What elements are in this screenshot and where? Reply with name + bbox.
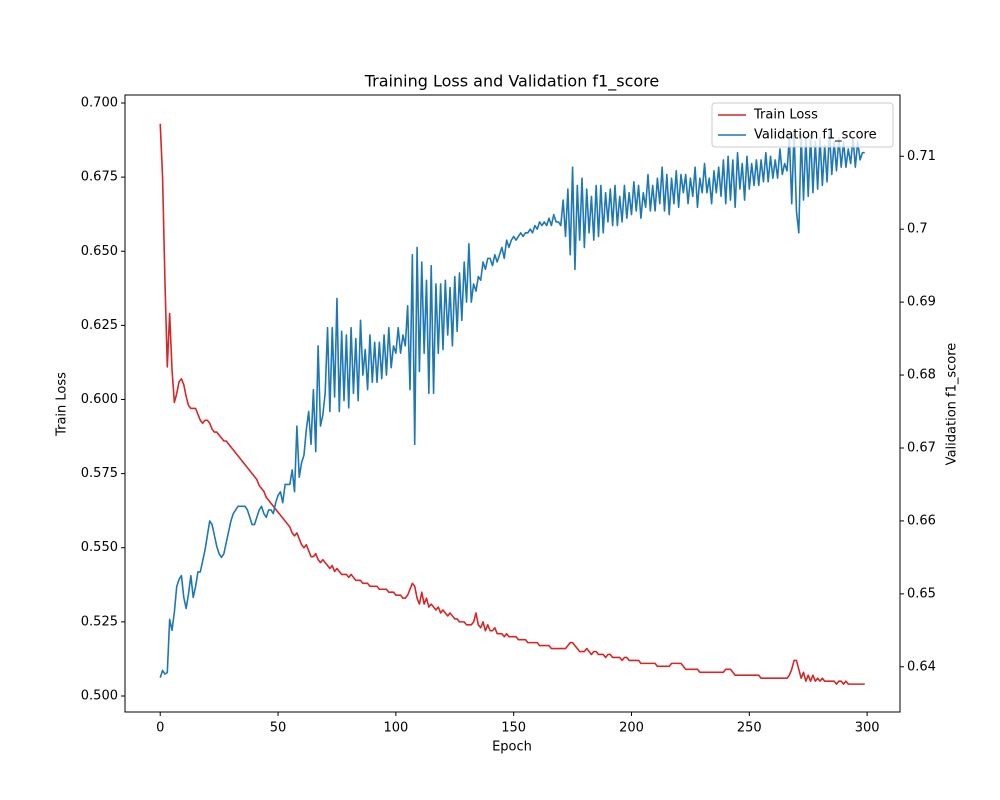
y2-tick-label: 0.65 [907, 586, 936, 601]
legend-label: Validation f1_score [754, 128, 877, 143]
series-line [159, 129, 865, 678]
y2-tick-label: 0.71 [907, 149, 936, 164]
axes-frame [124, 94, 901, 713]
y-tick-label: 0.700 [81, 96, 118, 111]
x-tick-label: 300 [855, 721, 880, 736]
y2-tick-label: 0.66 [907, 513, 936, 528]
x-tick-label: 200 [619, 721, 644, 736]
y2-tick-label: 0.7 [907, 222, 928, 237]
y2-axis-label: Validation f1_score [945, 343, 960, 466]
y-tick-label: 0.625 [81, 318, 118, 333]
y-tick-label: 0.575 [81, 466, 118, 481]
legend-box [711, 102, 894, 148]
y2-tick-label: 0.67 [907, 440, 936, 455]
x-tick-label: 250 [737, 721, 762, 736]
x-tick-label: 100 [383, 721, 408, 736]
y-tick-label: 0.550 [81, 540, 118, 555]
y2-tick-label: 0.68 [907, 368, 936, 383]
x-axis-label: Epoch [492, 740, 532, 755]
legend-label: Train Loss [753, 108, 818, 123]
series-line [159, 123, 865, 685]
x-tick-label: 50 [270, 721, 287, 736]
y-tick-label: 0.525 [81, 614, 118, 629]
x-tick-label: 0 [156, 721, 164, 736]
y-tick-label: 0.650 [81, 244, 118, 259]
y-tick-label: 0.600 [81, 392, 118, 407]
y-tick-label: 0.500 [81, 688, 118, 703]
x-tick-label: 150 [501, 721, 526, 736]
y-axis-label: Train Loss [55, 372, 70, 437]
y2-tick-label: 0.69 [907, 295, 936, 310]
y-tick-label: 0.675 [81, 170, 118, 185]
legend: Train Loss Validation f1_score [711, 102, 894, 148]
y2-tick-label: 0.64 [907, 659, 936, 674]
chart-title: Training Loss and Validation f1_score [364, 72, 659, 92]
